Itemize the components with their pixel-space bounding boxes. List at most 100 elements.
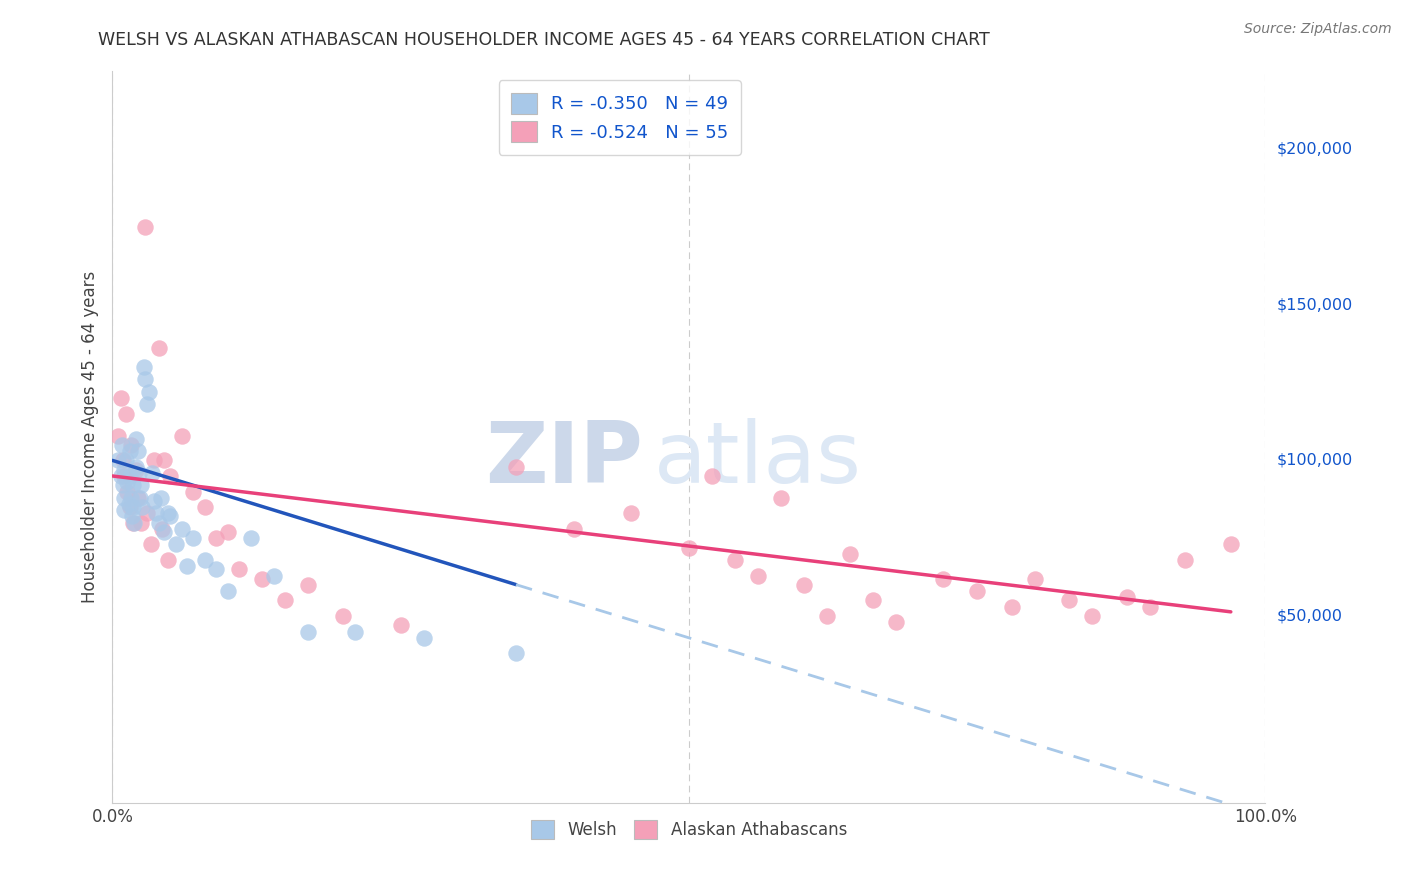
Point	[793, 578, 815, 592]
Point	[129, 491, 152, 505]
Point	[412, 631, 434, 645]
Point	[505, 647, 527, 661]
Text: ZIP: ZIP	[485, 417, 643, 500]
Point	[332, 609, 354, 624]
Point	[118, 444, 141, 458]
Point	[176, 559, 198, 574]
Point	[1059, 593, 1081, 607]
Point	[136, 397, 159, 411]
Point	[134, 219, 156, 234]
Point	[141, 466, 163, 480]
Point	[153, 524, 176, 539]
Point	[107, 453, 129, 467]
Point	[117, 475, 139, 490]
Point	[839, 547, 862, 561]
Point	[145, 506, 167, 520]
Point	[165, 537, 187, 551]
Point	[139, 537, 162, 551]
Point	[134, 372, 156, 386]
Point	[1024, 572, 1046, 586]
Point	[747, 568, 769, 582]
Point	[132, 359, 155, 374]
Point	[111, 438, 134, 452]
Point	[228, 562, 250, 576]
Point	[263, 568, 285, 582]
Point	[117, 484, 139, 499]
Point	[153, 453, 176, 467]
Point	[110, 391, 132, 405]
Point	[143, 494, 166, 508]
Point	[678, 541, 700, 555]
Point	[1116, 591, 1139, 605]
Point	[156, 506, 179, 520]
Point	[252, 572, 274, 586]
Point	[1174, 553, 1197, 567]
Point	[117, 497, 139, 511]
Point	[620, 506, 643, 520]
Point	[115, 407, 138, 421]
Legend: Welsh, Alaskan Athabascans: Welsh, Alaskan Athabascans	[524, 814, 853, 846]
Text: $200,000: $200,000	[1277, 142, 1353, 157]
Point	[138, 384, 160, 399]
Text: Source: ZipAtlas.com: Source: ZipAtlas.com	[1244, 22, 1392, 37]
Text: WELSH VS ALASKAN ATHABASCAN HOUSEHOLDER INCOME AGES 45 - 64 YEARS CORRELATION CH: WELSH VS ALASKAN ATHABASCAN HOUSEHOLDER …	[98, 31, 990, 49]
Point	[1219, 537, 1241, 551]
Point	[389, 618, 412, 632]
Point	[112, 503, 135, 517]
Text: $100,000: $100,000	[1277, 453, 1353, 468]
Point	[112, 463, 135, 477]
Point	[505, 459, 527, 474]
Point	[274, 593, 297, 607]
Point	[111, 478, 134, 492]
Point	[159, 469, 181, 483]
Point	[124, 463, 146, 477]
Point	[194, 500, 217, 515]
Point	[118, 500, 141, 515]
Point	[1139, 599, 1161, 614]
Point	[120, 438, 142, 452]
Point	[107, 428, 129, 442]
Point	[159, 509, 181, 524]
Point	[217, 584, 239, 599]
Point	[124, 432, 146, 446]
Point	[124, 516, 146, 530]
Point	[112, 491, 135, 505]
Point	[149, 491, 172, 505]
Point	[1001, 599, 1024, 614]
Point	[170, 522, 193, 536]
Text: atlas: atlas	[654, 417, 862, 500]
Point	[181, 531, 204, 545]
Point	[124, 459, 146, 474]
Text: $50,000: $50,000	[1277, 608, 1343, 624]
Point	[181, 484, 204, 499]
Point	[136, 506, 159, 520]
Point	[148, 516, 170, 530]
Point	[562, 522, 585, 536]
Point	[205, 531, 228, 545]
Point	[129, 516, 153, 530]
Point	[111, 453, 134, 467]
Point	[129, 478, 153, 492]
Point	[122, 516, 145, 530]
Point	[1081, 609, 1104, 624]
Point	[127, 491, 149, 505]
Point	[120, 491, 142, 505]
Point	[297, 578, 319, 592]
Point	[862, 593, 884, 607]
Point	[115, 453, 138, 467]
Point	[121, 509, 143, 524]
Point	[343, 624, 366, 639]
Point	[217, 524, 239, 539]
Point	[148, 342, 170, 356]
Point	[170, 428, 193, 442]
Point	[156, 553, 179, 567]
Point	[112, 469, 135, 483]
Point	[931, 572, 953, 586]
Point	[150, 522, 173, 536]
Y-axis label: Householder Income Ages 45 - 64 years: Householder Income Ages 45 - 64 years	[80, 271, 98, 603]
Point	[127, 444, 149, 458]
Point	[700, 469, 723, 483]
Point	[815, 609, 838, 624]
Point	[297, 624, 319, 639]
Point	[128, 466, 150, 480]
